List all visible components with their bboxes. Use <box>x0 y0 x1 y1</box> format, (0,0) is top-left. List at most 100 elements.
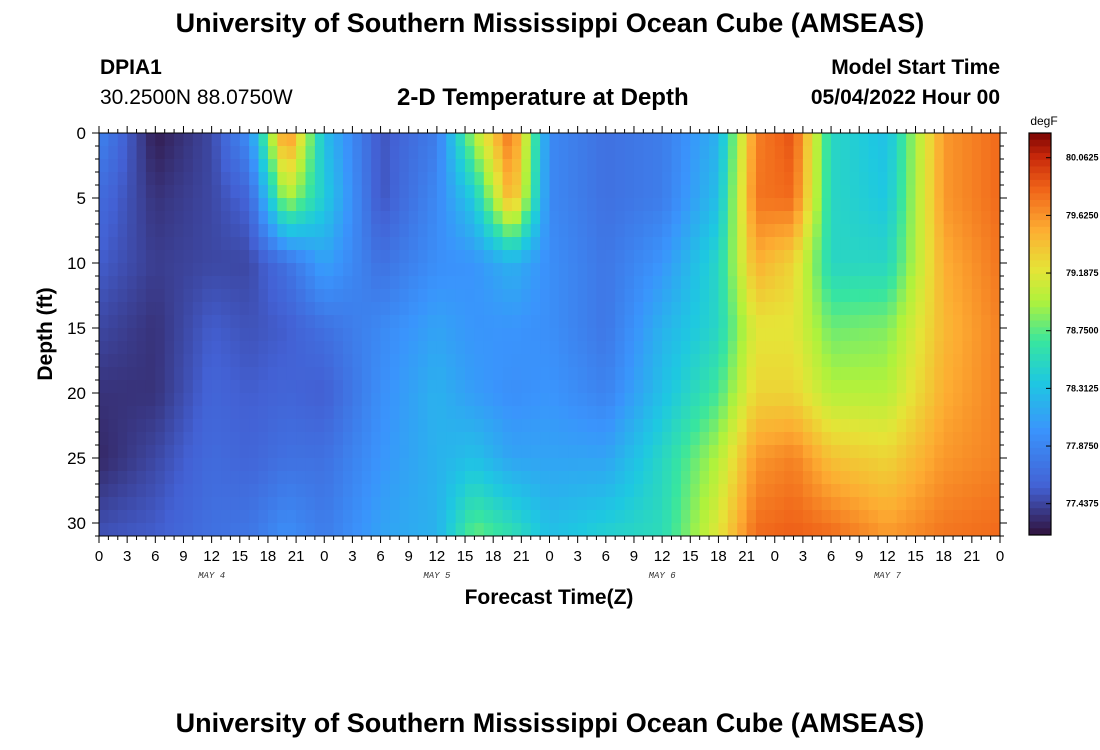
heatmap-cell <box>418 159 428 173</box>
heatmap-cell <box>408 497 419 511</box>
heatmap-cell <box>859 419 870 433</box>
heatmap-cell <box>267 341 278 355</box>
heatmap-cell <box>906 341 916 355</box>
heatmap-cell <box>277 341 288 355</box>
heatmap-cell <box>877 393 888 407</box>
heatmap-cell <box>924 484 935 498</box>
heatmap-cell <box>502 198 513 212</box>
heatmap-cell <box>784 302 794 316</box>
heatmap-cell <box>709 497 719 511</box>
heatmap-cell <box>371 211 381 225</box>
heatmap-cell <box>587 198 597 212</box>
heatmap-cell <box>924 159 935 173</box>
colorbar-band <box>1029 414 1051 422</box>
heatmap-cell <box>408 328 419 342</box>
heatmap-cell <box>784 289 794 303</box>
heatmap-cell <box>465 445 475 459</box>
heatmap-cell <box>399 185 410 199</box>
heatmap-cell <box>511 380 522 394</box>
heatmap-cell <box>465 263 475 277</box>
heatmap-cell <box>690 432 701 446</box>
heatmap-cell <box>746 211 757 225</box>
heatmap-cell <box>924 146 935 160</box>
heatmap-cell <box>943 471 954 485</box>
heatmap-cell <box>183 315 194 329</box>
heatmap-cell <box>615 523 625 537</box>
heatmap-cell <box>249 445 259 459</box>
colorbar-band <box>1029 293 1051 301</box>
y-tick-label: 30 <box>67 514 86 533</box>
heatmap-cell <box>436 510 447 524</box>
heatmap-cell <box>915 172 926 186</box>
heatmap-cell <box>136 224 147 238</box>
heatmap-cell <box>305 406 316 420</box>
heatmap-cell <box>690 263 701 277</box>
heatmap-cell <box>962 159 973 173</box>
colorbar-ticks: 80.062579.625079.187578.750078.312577.87… <box>1046 153 1099 509</box>
heatmap-cell <box>333 172 344 186</box>
heatmap-cell <box>727 133 738 147</box>
heatmap-cell <box>183 484 194 498</box>
heatmap-cell <box>765 432 776 446</box>
heatmap-cell <box>943 211 954 225</box>
heatmap-cell <box>361 185 372 199</box>
heatmap-cell <box>633 211 644 225</box>
heatmap-cell <box>690 497 701 511</box>
heatmap-cell <box>474 432 485 446</box>
heatmap-cell <box>221 380 231 394</box>
heatmap-cell <box>221 484 231 498</box>
heatmap-cell <box>399 159 410 173</box>
heatmap-cell <box>558 250 569 264</box>
heatmap-cell <box>831 406 841 420</box>
heatmap-cell <box>474 341 485 355</box>
heatmap-cell <box>493 484 503 498</box>
heatmap-cell <box>389 471 400 485</box>
heatmap <box>99 133 1001 537</box>
heatmap-cell <box>831 198 841 212</box>
heatmap-cell <box>333 224 344 238</box>
heatmap-cell <box>380 510 391 524</box>
heatmap-cell <box>633 445 644 459</box>
heatmap-cell <box>587 497 597 511</box>
heatmap-cell <box>249 315 259 329</box>
heatmap-cell <box>493 302 503 316</box>
heatmap-cell <box>221 159 231 173</box>
heatmap-cell <box>605 406 616 420</box>
heatmap-cell <box>174 393 184 407</box>
heatmap-cell <box>136 198 147 212</box>
heatmap-cell <box>962 354 973 368</box>
heatmap-cell <box>840 445 851 459</box>
heatmap-cell <box>671 250 682 264</box>
heatmap-cell <box>643 302 654 316</box>
heatmap-cell <box>793 146 804 160</box>
heatmap-cell <box>380 484 391 498</box>
heatmap-cell <box>502 328 513 342</box>
heatmap-cell <box>755 302 766 316</box>
heatmap-cell <box>474 484 485 498</box>
heatmap-cell <box>981 471 992 485</box>
heatmap-cell <box>277 432 288 446</box>
heatmap-cell <box>399 211 410 225</box>
heatmap-cell <box>718 458 729 472</box>
heatmap-cell <box>971 224 982 238</box>
heatmap-cell <box>239 354 250 368</box>
heatmap-cell <box>521 159 532 173</box>
heatmap-cell <box>127 341 137 355</box>
colorbar-band <box>1029 240 1051 248</box>
heatmap-cell <box>943 393 954 407</box>
heatmap-cell <box>399 445 410 459</box>
heatmap-cell <box>446 198 457 212</box>
heatmap-cell <box>671 289 682 303</box>
heatmap-cell <box>371 484 381 498</box>
heatmap-cell <box>877 523 888 537</box>
heatmap-cell <box>784 328 794 342</box>
heatmap-cell <box>474 276 485 290</box>
heatmap-cell <box>549 172 560 186</box>
heatmap-cell <box>230 458 241 472</box>
heatmap-cell <box>821 445 832 459</box>
heatmap-cell <box>727 302 738 316</box>
heatmap-cell <box>643 484 654 498</box>
colorbar-band <box>1029 320 1051 328</box>
heatmap-cell <box>108 146 119 160</box>
heatmap-cell <box>108 432 119 446</box>
